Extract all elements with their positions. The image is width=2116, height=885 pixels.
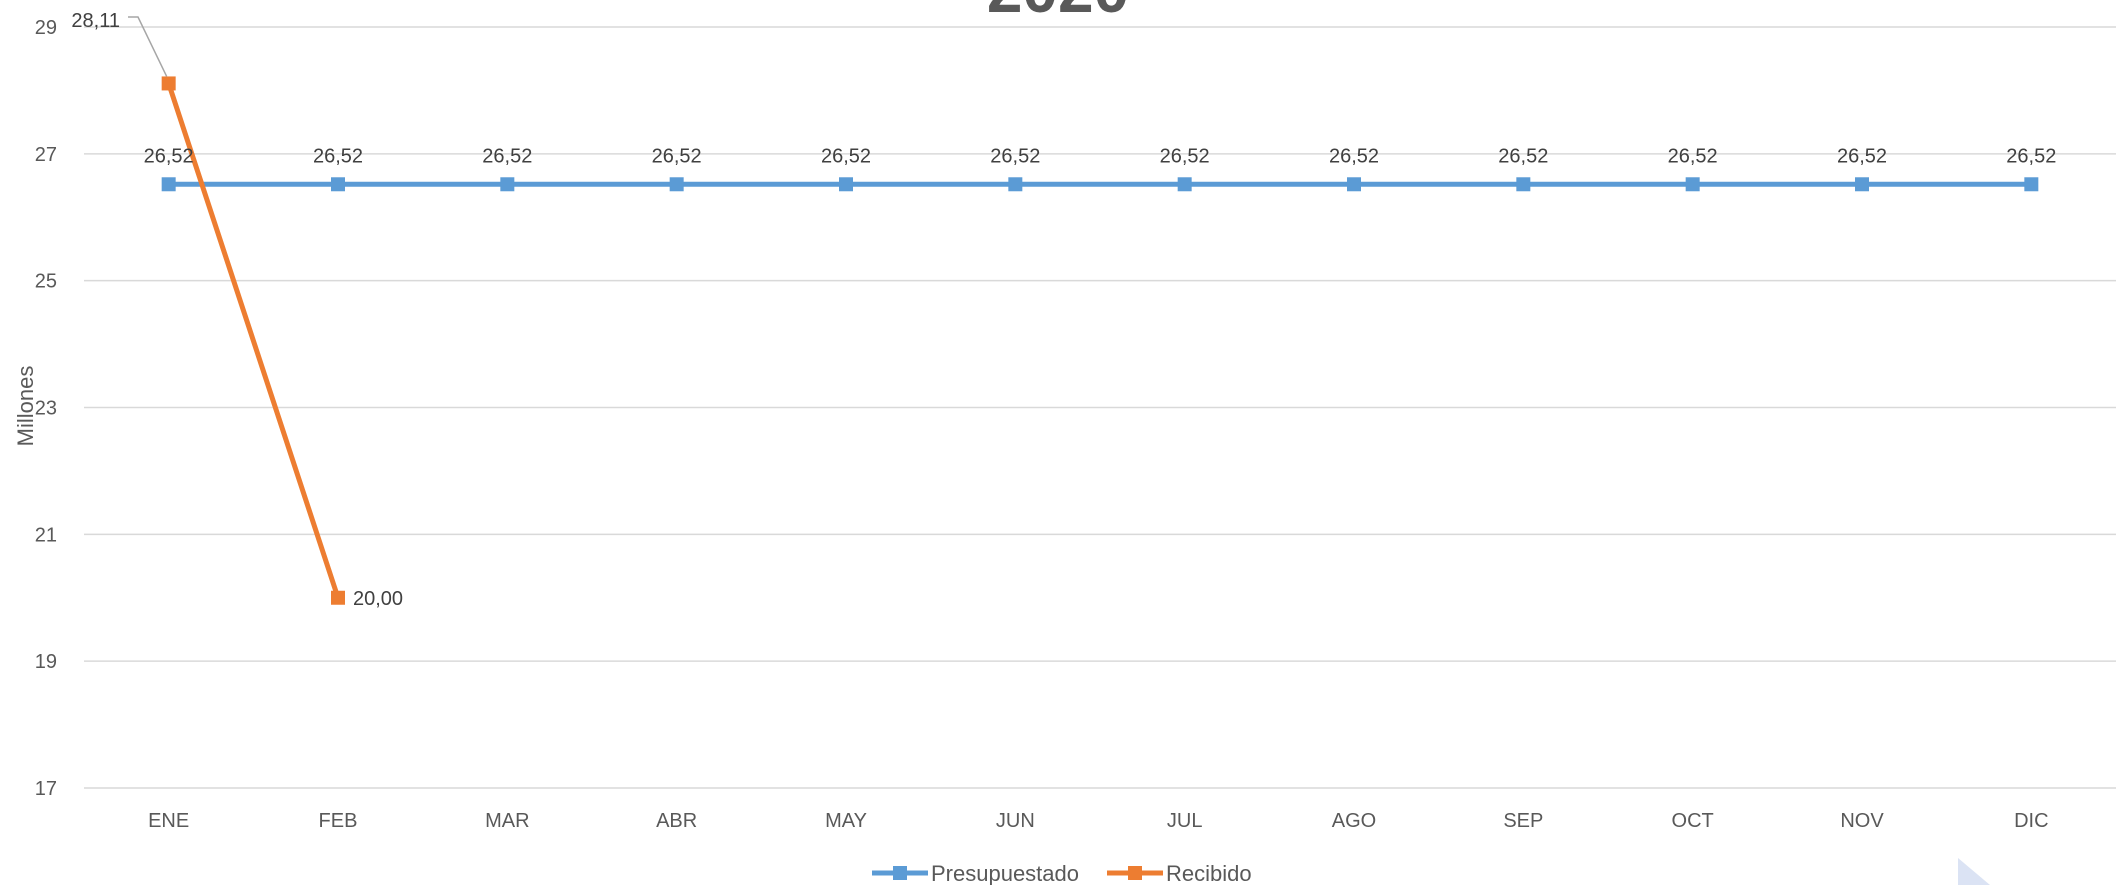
data-label: 26,52 [1837, 145, 1887, 167]
data-label: 28,11 [71, 10, 120, 32]
x-tick-label: OCT [1672, 810, 1714, 832]
legend-label: Presupuestado [931, 861, 1079, 885]
y-tick-label: 21 [35, 524, 57, 546]
data-label: 26,52 [144, 145, 194, 167]
x-tick-label: JUN [996, 810, 1035, 832]
data-label: 20,00 [353, 588, 403, 610]
data-point [161, 177, 176, 192]
y-tick-label: 27 [35, 144, 57, 166]
data-label: 26,52 [482, 145, 532, 167]
data-point [1008, 177, 1023, 192]
y-tick-label: 17 [35, 778, 57, 800]
legend[interactable]: Presupuestado Recibido [872, 861, 1252, 885]
data-point [669, 177, 684, 192]
legend-label: Recibido [1166, 861, 1252, 885]
data-point [2024, 177, 2039, 192]
y-tick-label: 23 [35, 398, 57, 420]
data-label: 26,52 [313, 145, 363, 167]
series-presupuestado [161, 177, 2039, 192]
series-layer [161, 76, 2039, 605]
data-label: 26,52 [821, 145, 871, 167]
leader-line [128, 16, 168, 77]
data-label: 26,52 [1668, 145, 1718, 167]
data-point [1347, 177, 1361, 192]
x-tick-label: AGO [1332, 810, 1376, 832]
legend-marker [893, 866, 907, 880]
series-line [166, 82, 341, 599]
data-point [500, 177, 515, 192]
data-point [161, 76, 176, 91]
x-tick-label: SEP [1503, 810, 1543, 832]
data-point [1516, 177, 1531, 192]
data-point [331, 590, 345, 605]
x-tick-label: NOV [1840, 810, 1884, 832]
data-label: 26,52 [1329, 145, 1379, 167]
x-axis-ticks: ENE FEB MAR ABR MAY JUN JUL AGO SEP OCT NOV DIC [148, 810, 2048, 832]
x-tick-label: FEB [319, 810, 358, 832]
data-labels: 26,52 26,52 26,52 26,52 26,52 26,52 26,52 26,52… [71, 10, 2056, 610]
y-tick-label: 29 [35, 17, 57, 39]
data-point [1177, 177, 1192, 192]
x-tick-label: MAR [485, 810, 529, 832]
corner-fold [1958, 858, 1990, 885]
chart-title: 2020 [987, 0, 1129, 26]
data-label: 26,52 [652, 145, 702, 167]
data-label: 26,52 [1498, 145, 1548, 167]
y-axis-ticks: 17 19 21 23 25 27 29 [35, 17, 57, 800]
series-recibido [161, 76, 345, 605]
x-tick-label: JUL [1167, 810, 1203, 832]
data-label: 26,52 [990, 145, 1040, 167]
gridlines [84, 26, 2116, 789]
x-tick-label: MAY [825, 810, 867, 832]
data-label: 26,52 [1160, 145, 1210, 167]
x-tick-label: DIC [2014, 810, 2048, 832]
data-label: 26,52 [2006, 145, 2056, 167]
y-tick-label: 25 [35, 271, 57, 293]
y-tick-label: 19 [35, 651, 57, 673]
y-axis-label: Millones [13, 366, 38, 447]
data-point [839, 177, 853, 192]
data-point [1855, 177, 1869, 192]
legend-item[interactable]: Recibido [1107, 861, 1252, 885]
legend-marker [1128, 866, 1142, 880]
legend-item[interactable]: Presupuestado [872, 861, 1079, 885]
x-tick-label: ENE [148, 810, 189, 832]
data-point [331, 177, 345, 192]
data-point [1685, 177, 1700, 192]
x-tick-label: ABR [656, 810, 697, 832]
